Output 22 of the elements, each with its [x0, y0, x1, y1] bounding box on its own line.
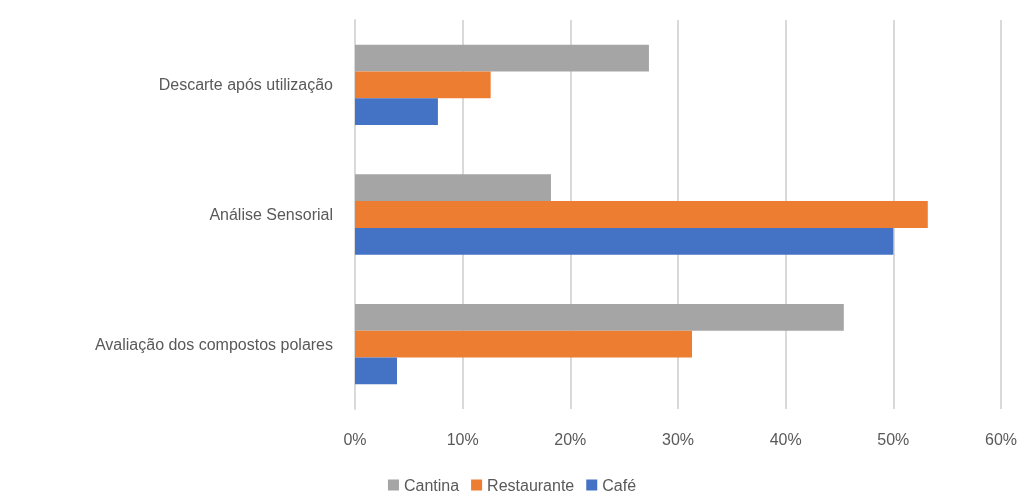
- y-tick-label: Avaliação dos compostos polares: [94, 335, 333, 353]
- legend-label: Restaurante: [487, 476, 575, 494]
- x-tick-label: 60%: [984, 430, 1018, 448]
- bar: [355, 174, 551, 202]
- bar: [355, 330, 692, 358]
- legend-label: Cantina: [403, 476, 460, 494]
- x-tick-label: 50%: [877, 430, 910, 448]
- bar: [355, 357, 397, 385]
- legend-label: Café: [602, 476, 637, 494]
- x-tick-label: 40%: [769, 430, 802, 448]
- bar: [355, 98, 438, 126]
- x-tick-label: 30%: [661, 430, 695, 448]
- bar: [355, 201, 928, 228]
- x-tick-label: 10%: [446, 430, 479, 448]
- bar: [355, 303, 844, 331]
- y-tick-label: Análise Sensorial: [209, 206, 333, 223]
- bar: [355, 71, 491, 99]
- y-tick-label: Descarte após utilização: [158, 76, 334, 94]
- x-tick-label: 20%: [554, 430, 587, 448]
- bar: [355, 44, 649, 72]
- x-tick-label: 0%: [343, 430, 367, 448]
- bar: [355, 227, 894, 255]
